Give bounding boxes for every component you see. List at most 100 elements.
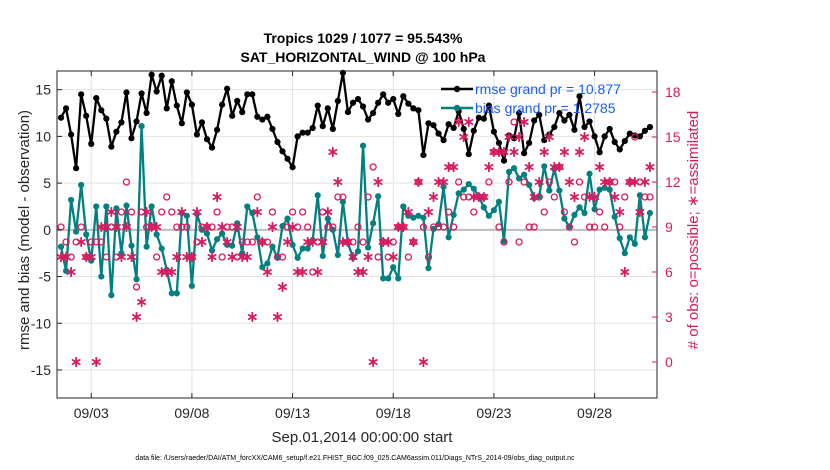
- rmse-point-13: [123, 89, 130, 96]
- rmse-point-109: [606, 125, 613, 133]
- rmse-point-4: [78, 91, 85, 98]
- bias-point-31: [213, 236, 221, 243]
- obs-possible-marker-115: [636, 178, 644, 186]
- plot-frame: [56, 70, 658, 399]
- obs-possible-marker-92: [520, 178, 528, 186]
- rmse-point-55: [334, 97, 341, 104]
- rmse-point-69: [405, 100, 412, 107]
- rmse-point-2: [67, 131, 75, 138]
- rmse-point-102: [571, 126, 578, 133]
- bias-point-19: [153, 231, 160, 238]
- obs-possible-marker-88: [500, 238, 508, 246]
- y-tick-label-1: 10: [35, 128, 51, 144]
- bias-point-65: [385, 275, 392, 282]
- obs-possible-marker-6: [87, 238, 95, 246]
- obs-possible-marker-103: [575, 178, 584, 186]
- rmse-point-83: [475, 114, 482, 121]
- obs-assimilated-marker-15: [131, 311, 142, 323]
- obs-assimilated-marker-14: [126, 251, 137, 263]
- obs-assimilated-marker-72: [418, 356, 428, 368]
- obs-assimilated-marker-103: [574, 146, 585, 158]
- bias-point-67: [395, 275, 402, 282]
- rmse-point-23: [173, 102, 180, 109]
- obs-possible-marker-98: [550, 193, 558, 201]
- rmse-point-75: [435, 130, 442, 137]
- rmse-point-107: [596, 149, 603, 156]
- obs-assimilated-marker-6: [86, 251, 96, 263]
- obs-assimilated-marker-32: [217, 221, 227, 233]
- bias-point-78: [450, 211, 457, 218]
- bias-point-111: [616, 235, 623, 242]
- bias-point-110: [611, 213, 618, 220]
- obs-possible-marker-39: [253, 193, 261, 201]
- bias-point-20: [158, 245, 165, 252]
- y2-tick-label-4: 6: [665, 264, 673, 280]
- obs-assimilated-markers: [56, 116, 655, 368]
- rmse-point-39: [254, 113, 261, 120]
- obs-possible-marker-47: [293, 223, 302, 231]
- obs-assimilated-marker-96: [539, 146, 549, 158]
- rmse-point-71: [415, 107, 422, 114]
- obs-possible-marker-48: [298, 208, 307, 216]
- obs-possible-marker-96: [540, 208, 548, 216]
- rmse-point-85: [485, 102, 492, 109]
- obs-possible-marker-45: [283, 223, 292, 231]
- y2-tick-label-3: 9: [665, 219, 673, 235]
- obs-possible-marker-66: [389, 238, 397, 246]
- bias-point-16: [138, 123, 145, 130]
- obs-assimilated-marker-30: [207, 251, 217, 263]
- rmse-point-62: [370, 109, 377, 117]
- bias-point-61: [364, 244, 372, 251]
- rmse-line: [60, 71, 651, 170]
- obs-possible-marker-49: [304, 223, 312, 231]
- obs-assimilated-marker-44: [277, 281, 288, 293]
- obs-assimilated-marker-39: [252, 206, 262, 218]
- bias-point-97: [546, 187, 553, 194]
- obs-possible-marker-17: [142, 223, 151, 231]
- rmse-point-20: [158, 72, 165, 79]
- x-tick-label-2: 09/13: [275, 405, 310, 421]
- obs-possible-marker-44: [278, 253, 287, 261]
- x-tick-label-0: 09/03: [74, 405, 109, 421]
- bias-point-29: [203, 230, 211, 237]
- bias-point-49: [304, 245, 311, 252]
- bias-point-60: [359, 142, 367, 149]
- obs-possible-marker-117: [646, 193, 654, 201]
- obs-assimilated-marker-71: [413, 176, 423, 188]
- obs-possible-marker-51: [314, 238, 322, 246]
- obs-assimilated-marker-34: [227, 251, 237, 263]
- bias-point-79: [455, 190, 462, 197]
- obs-assimilated-marker-9: [101, 221, 111, 233]
- obs-possible-marker-108: [601, 223, 609, 231]
- rmse-point-98: [551, 123, 558, 131]
- rmse-point-82: [470, 127, 477, 134]
- obs-assimilated-marker-17: [142, 206, 152, 218]
- bias-point-101: [566, 223, 573, 231]
- obs-possible-marker-2: [67, 253, 75, 261]
- bias-point-64: [380, 275, 387, 282]
- bias-point-13: [123, 202, 130, 209]
- obs-possible-marker-11: [112, 253, 121, 261]
- bias-point-62: [370, 220, 377, 227]
- obs-possible-marker-21: [163, 193, 171, 201]
- obs-possible-markers: [57, 118, 654, 291]
- obs-assimilated-marker-2: [66, 266, 76, 278]
- obs-assimilated-marker-28: [197, 236, 207, 248]
- obs-possible-marker-12: [117, 208, 126, 216]
- rmse-point-18: [148, 71, 155, 78]
- obs-possible-marker-73: [424, 253, 433, 261]
- rmse-point-101: [566, 111, 573, 119]
- bias-point-81: [465, 180, 472, 188]
- rmse-point-14: [128, 135, 135, 142]
- obs-assimilated-marker-33: [222, 236, 232, 248]
- obs-possible-marker-1: [62, 238, 70, 246]
- rmse-point-28: [198, 119, 206, 126]
- obs-possible-marker-61: [364, 193, 372, 201]
- rmse-point-94: [531, 117, 538, 124]
- bias-point-107: [596, 186, 603, 193]
- bias-point-87: [495, 198, 503, 205]
- rmse-point-59: [354, 95, 362, 103]
- rmse-point-44: [279, 148, 286, 155]
- obs-possible-marker-95: [535, 193, 543, 201]
- y-axis-ticks: 15 10 5 0 -5 -10 -15: [31, 82, 62, 378]
